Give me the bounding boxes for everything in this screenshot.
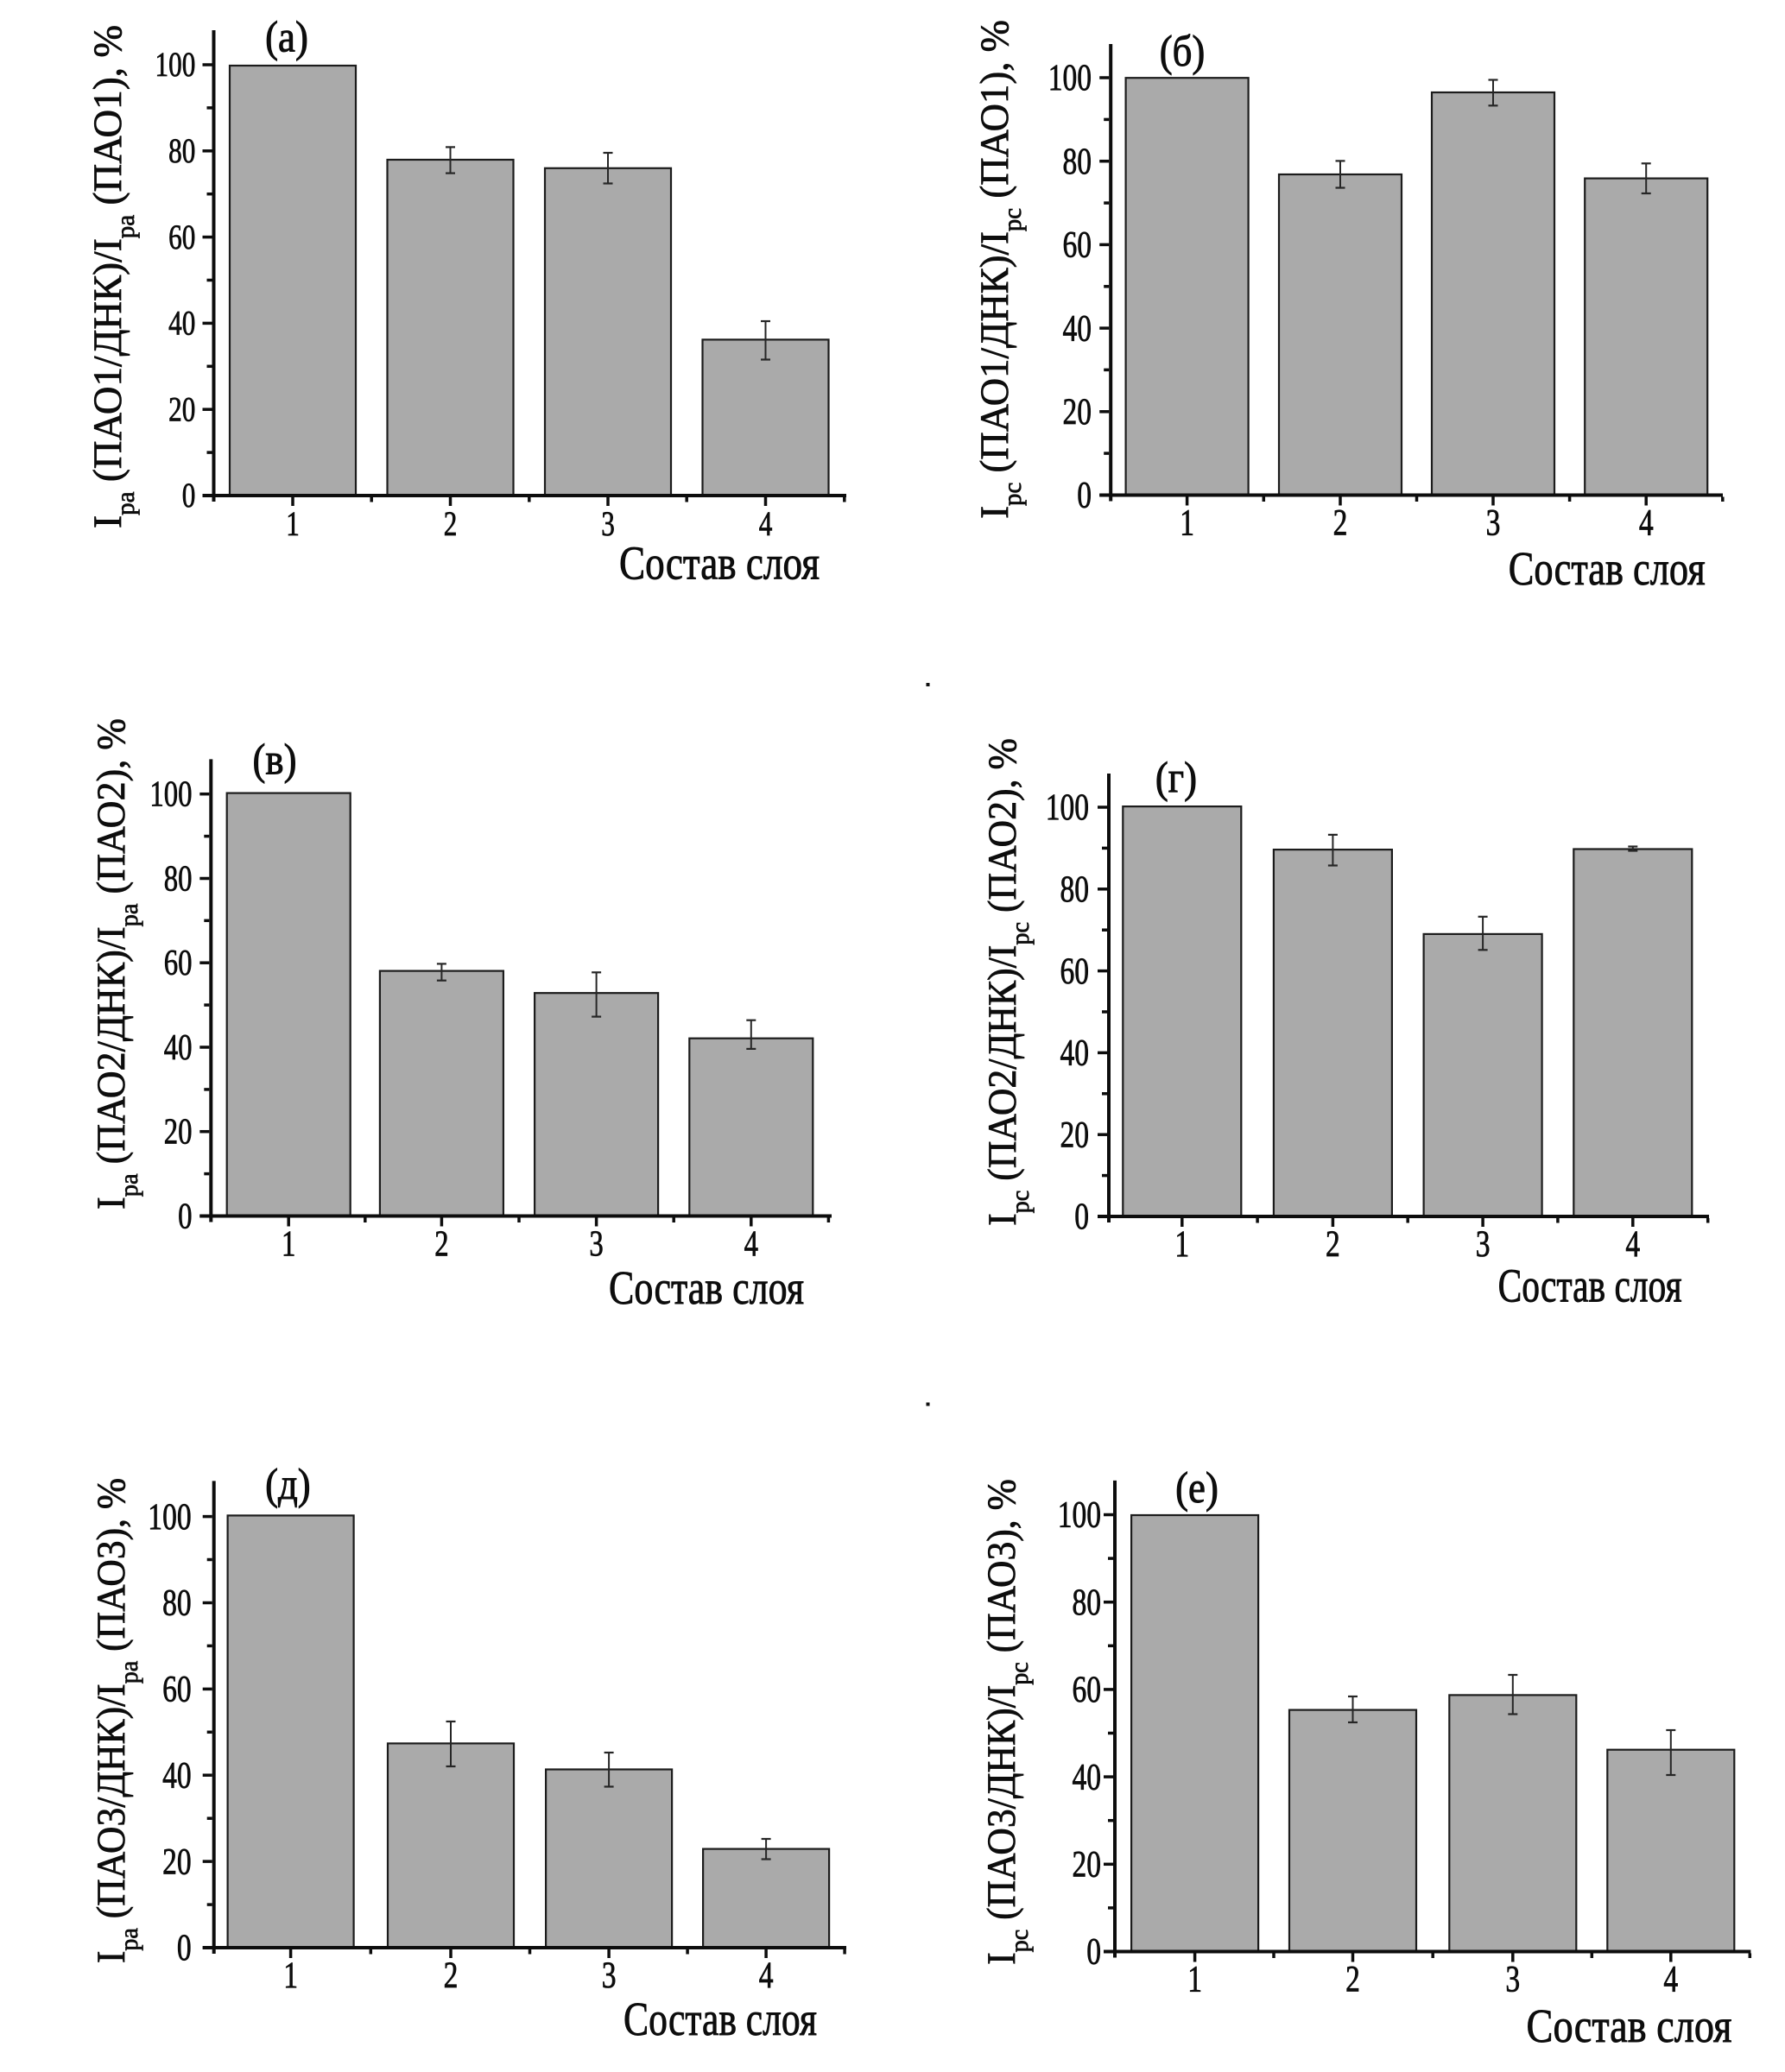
svg-text:1: 1 [1180,503,1194,544]
svg-text:1: 1 [1187,1960,1202,2000]
svg-text:60: 60 [1060,951,1089,992]
svg-text:(д): (д) [265,1462,311,1509]
svg-text:1: 1 [283,1955,298,1996]
svg-text:40: 40 [162,1756,192,1797]
svg-text:0: 0 [1077,476,1092,516]
svg-text:0: 0 [177,1928,192,1968]
svg-text:(а): (а) [265,14,308,61]
svg-text:80: 80 [164,859,193,900]
svg-text:Состав слоя: Состав слоя [619,536,820,589]
svg-text:0: 0 [1074,1197,1089,1237]
svg-text:4: 4 [1625,1224,1640,1265]
svg-text:80: 80 [168,131,195,170]
svg-text:2: 2 [1333,503,1348,544]
svg-text:2: 2 [1345,1960,1360,2000]
svg-text:Состав слоя: Состав слоя [609,1261,804,1314]
svg-text:0: 0 [182,477,196,515]
svg-text:Состав слоя: Состав слоя [623,1993,817,2045]
svg-text:100: 100 [1048,58,1092,98]
svg-text:60: 60 [1062,225,1092,266]
svg-text:4: 4 [1663,1960,1678,2000]
svg-text:Состав слоя: Состав слоя [1509,541,1706,595]
svg-text:3: 3 [589,1224,603,1265]
svg-text:2: 2 [1326,1224,1340,1265]
svg-text:4: 4 [744,1224,759,1265]
svg-text:20: 20 [1062,392,1092,433]
svg-text:20: 20 [168,390,195,429]
svg-text:3: 3 [1505,1960,1520,2000]
svg-text:20: 20 [162,1842,192,1883]
svg-text:(е): (е) [1175,1465,1218,1513]
svg-text:60: 60 [164,943,193,983]
svg-text:40: 40 [168,304,195,343]
svg-text:40: 40 [1062,309,1092,350]
svg-text:3: 3 [1476,1224,1491,1265]
svg-text:0: 0 [1086,1932,1101,1973]
svg-text:Ipc (ПАО2/ДНК)/Ipc (ПАО2), %: Ipc (ПАО2/ДНК)/Ipc (ПАО2), % [980,738,1035,1226]
svg-text:100: 100 [148,1497,191,1538]
svg-text:60: 60 [1072,1670,1101,1710]
svg-text:1: 1 [286,504,300,543]
svg-text:0: 0 [178,1197,192,1237]
svg-text:100: 100 [149,774,192,815]
svg-text:1: 1 [282,1224,295,1265]
svg-text:20: 20 [1072,1845,1101,1886]
svg-text:4: 4 [759,504,773,543]
svg-text:4: 4 [759,1955,774,1996]
svg-text:1: 1 [1174,1224,1189,1265]
svg-text:40: 40 [1072,1758,1101,1798]
svg-text:3: 3 [1486,503,1501,544]
svg-text:2: 2 [444,504,458,543]
svg-text:(б): (б) [1160,28,1206,76]
svg-text:40: 40 [1060,1033,1089,1074]
svg-text:3: 3 [601,504,615,543]
svg-text:60: 60 [168,218,195,256]
svg-text:Ipc (ПАО1/ДНК)/Ipc (ПАО1), %: Ipc (ПАО1/ДНК)/Ipc (ПАО1), % [972,20,1027,519]
svg-text:60: 60 [162,1670,192,1710]
svg-text:(в): (в) [253,736,297,784]
svg-text:2: 2 [434,1224,448,1265]
svg-text:100: 100 [1046,787,1089,828]
svg-text:20: 20 [164,1112,193,1153]
svg-text:40: 40 [164,1027,193,1068]
svg-text:4: 4 [1639,503,1654,544]
svg-text:80: 80 [1062,142,1092,182]
svg-text:100: 100 [1058,1495,1101,1536]
svg-text:3: 3 [602,1955,617,1996]
svg-text:80: 80 [1060,869,1089,910]
svg-text:100: 100 [155,46,196,85]
svg-text:(г): (г) [1155,755,1197,802]
svg-text:80: 80 [162,1583,192,1624]
svg-text:Состав слоя: Состав слоя [1527,1999,1732,2052]
svg-text:80: 80 [1072,1582,1101,1623]
svg-text:20: 20 [1060,1115,1089,1156]
svg-text:2: 2 [444,1955,459,1996]
svg-text:Состав слоя: Состав слоя [1498,1260,1682,1312]
